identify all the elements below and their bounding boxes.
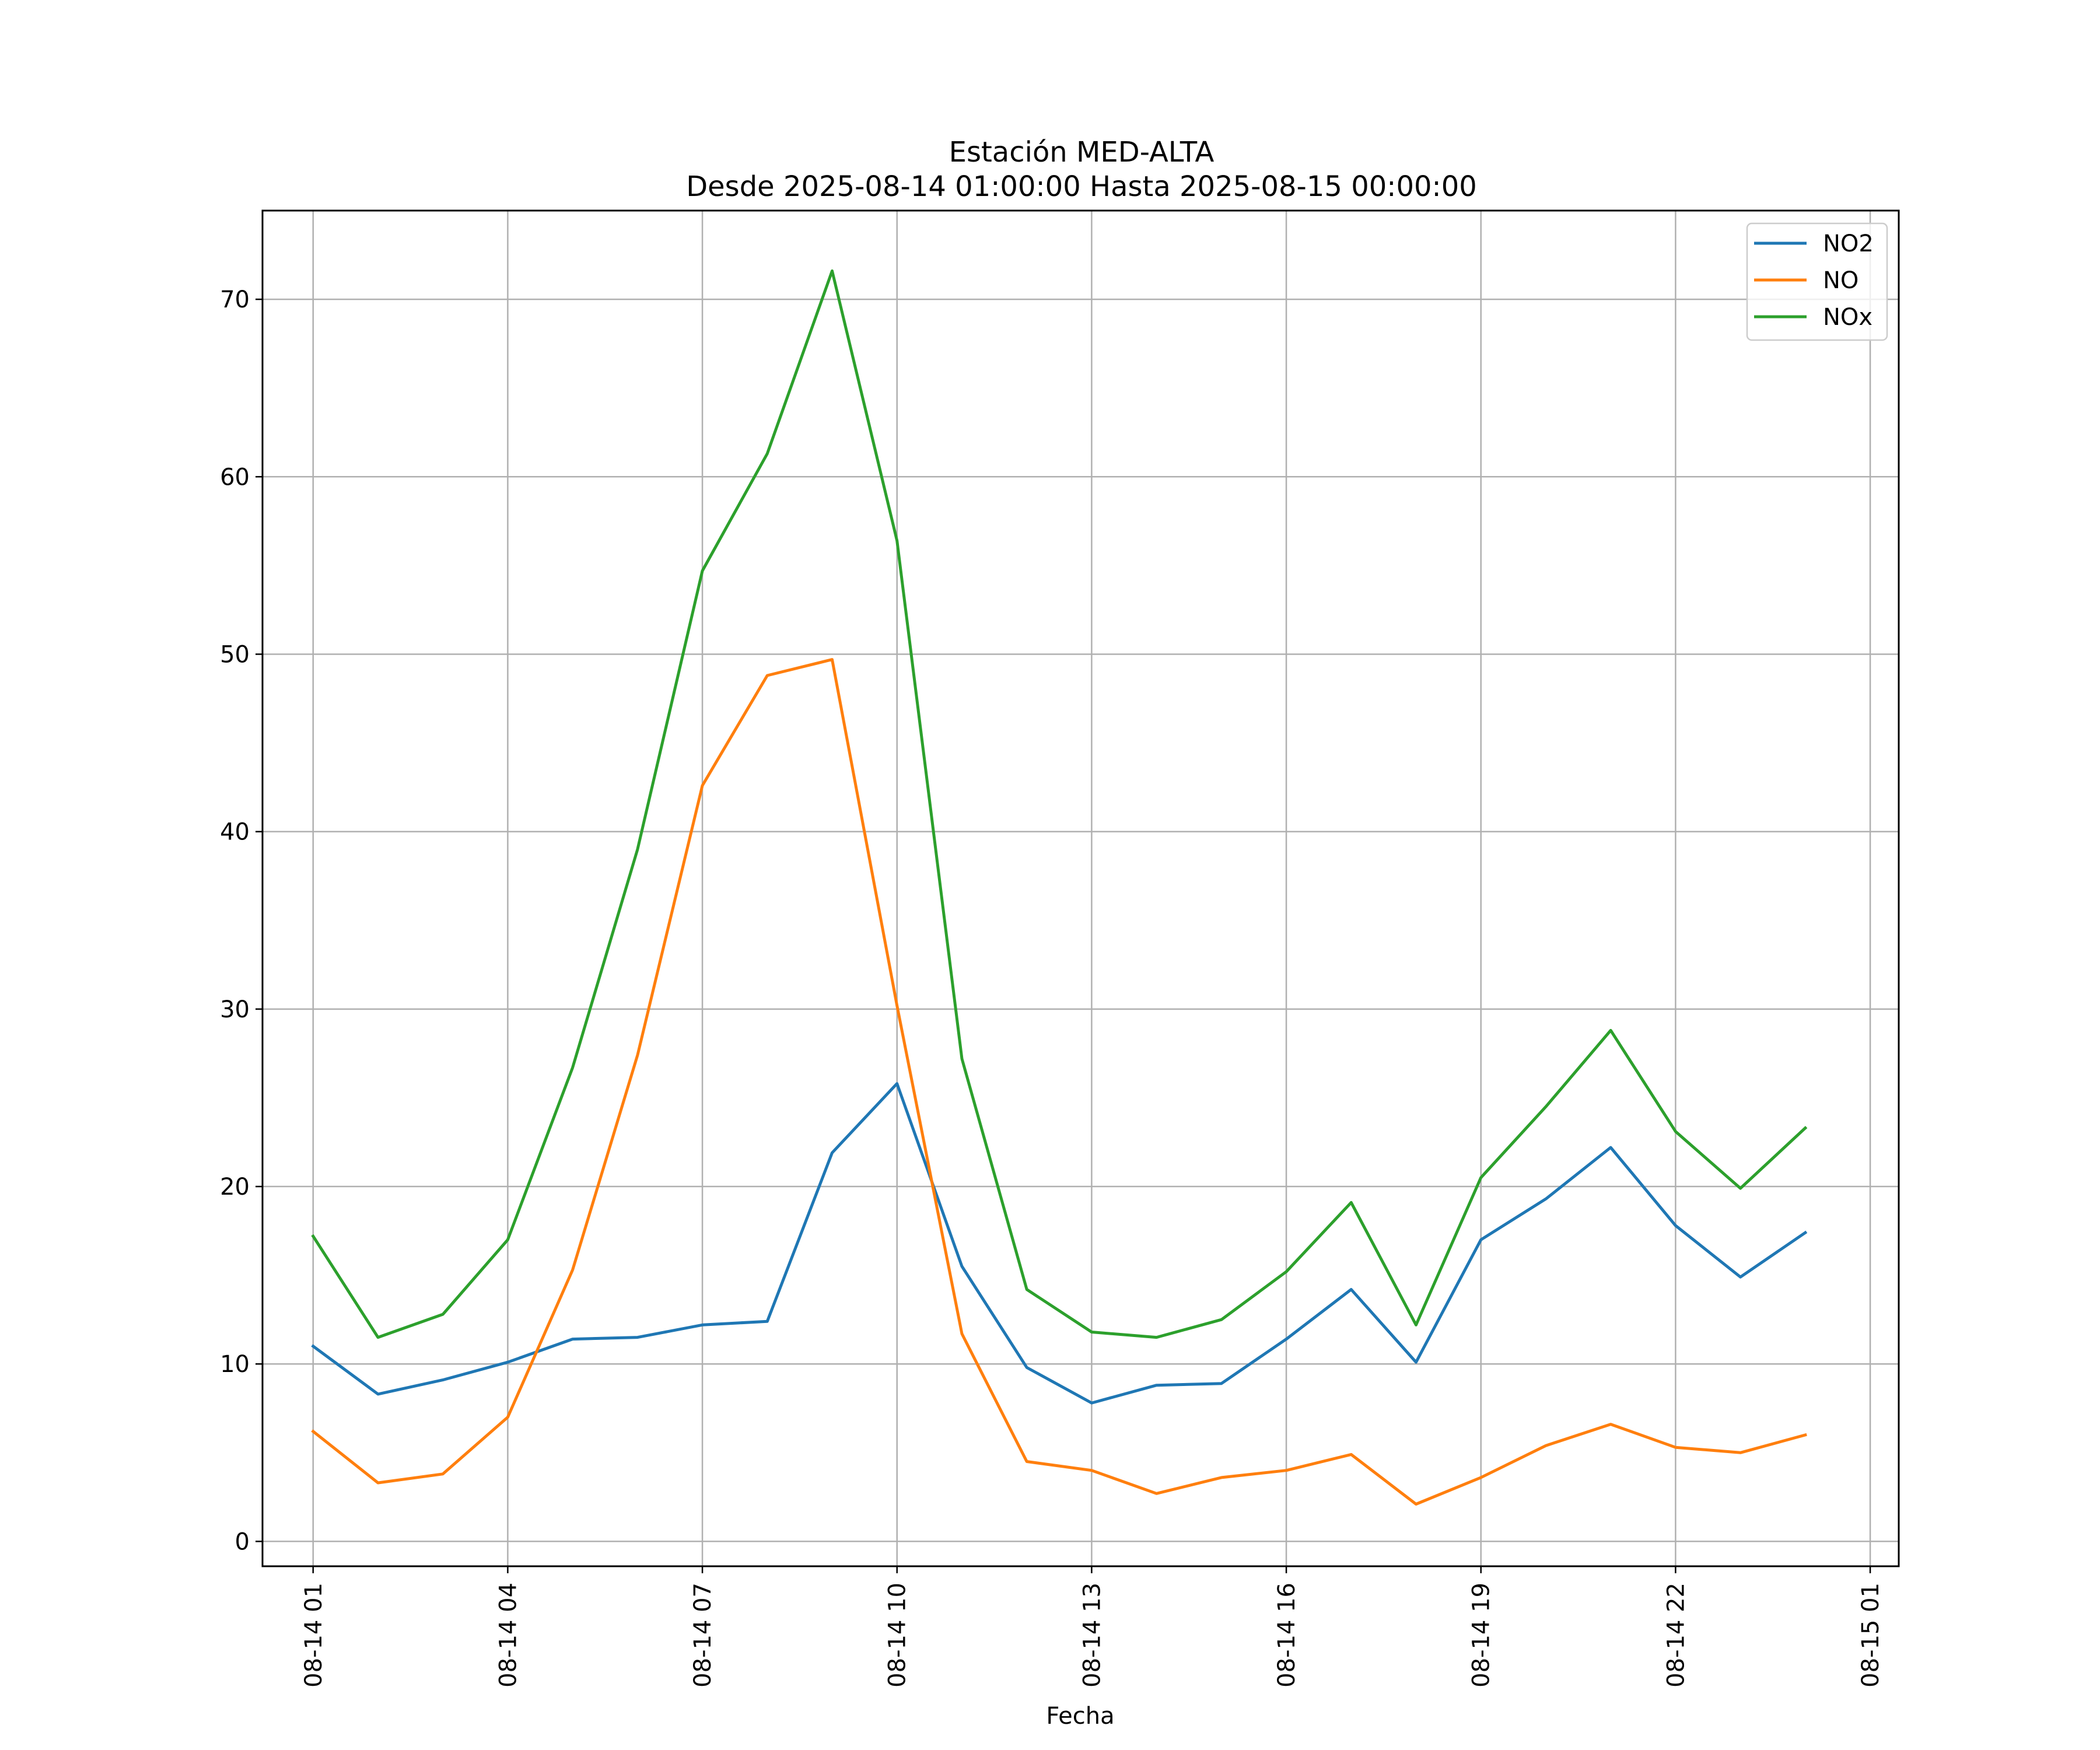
series-lines [311,269,1808,1506]
legend: NO2 NO NOx [1746,222,1888,341]
legend-box [1746,222,1888,341]
legend-label-nox: NOx [1823,304,1873,331]
x-tick-label: 08-14 04 [495,1583,522,1688]
x-axis-label: Fecha [1046,1703,1114,1730]
y-tick-label: 0 [235,1528,250,1555]
x-tick-label: 08-14 13 [1079,1583,1105,1688]
y-tick-label: 50 [220,641,250,668]
y-tick-label: 70 [220,286,250,313]
legend-label-no: NO [1823,267,1859,294]
x-tick-label: 08-14 07 [690,1583,716,1688]
x-tick-label: 08-14 16 [1273,1583,1300,1688]
y-tick-label: 40 [220,819,250,846]
series-line-no2 [311,1082,1808,1405]
series-line-nox [311,269,1808,1339]
plot-frame [261,209,1900,1567]
y-tick-label: 60 [220,464,250,491]
x-tick-label: 08-15 01 [1857,1583,1884,1688]
series-line-no [311,658,1807,1506]
y-tick-label: 10 [220,1351,250,1378]
x-tick-label: 08-14 22 [1662,1583,1689,1688]
x-tick-label: 08-14 19 [1468,1583,1495,1688]
chart-title-line2: Desde 2025-08-14 01:00:00 Hasta 2025-08-… [686,170,1477,203]
axis-ticks: 0 10 20 30 40 50 60 70 08-14 01 08-14 04 08-14 07 0… [220,286,1884,1688]
grid [262,211,1899,1566]
x-tick-label: 08-14 01 [300,1583,327,1688]
legend-label-no2: NO2 [1823,230,1874,257]
chart-title-line1: Estación MED-ALTA [949,136,1214,169]
x-tick-label: 08-14 10 [884,1583,911,1688]
y-tick-label: 20 [220,1174,250,1200]
y-tick-label: 30 [220,996,250,1023]
